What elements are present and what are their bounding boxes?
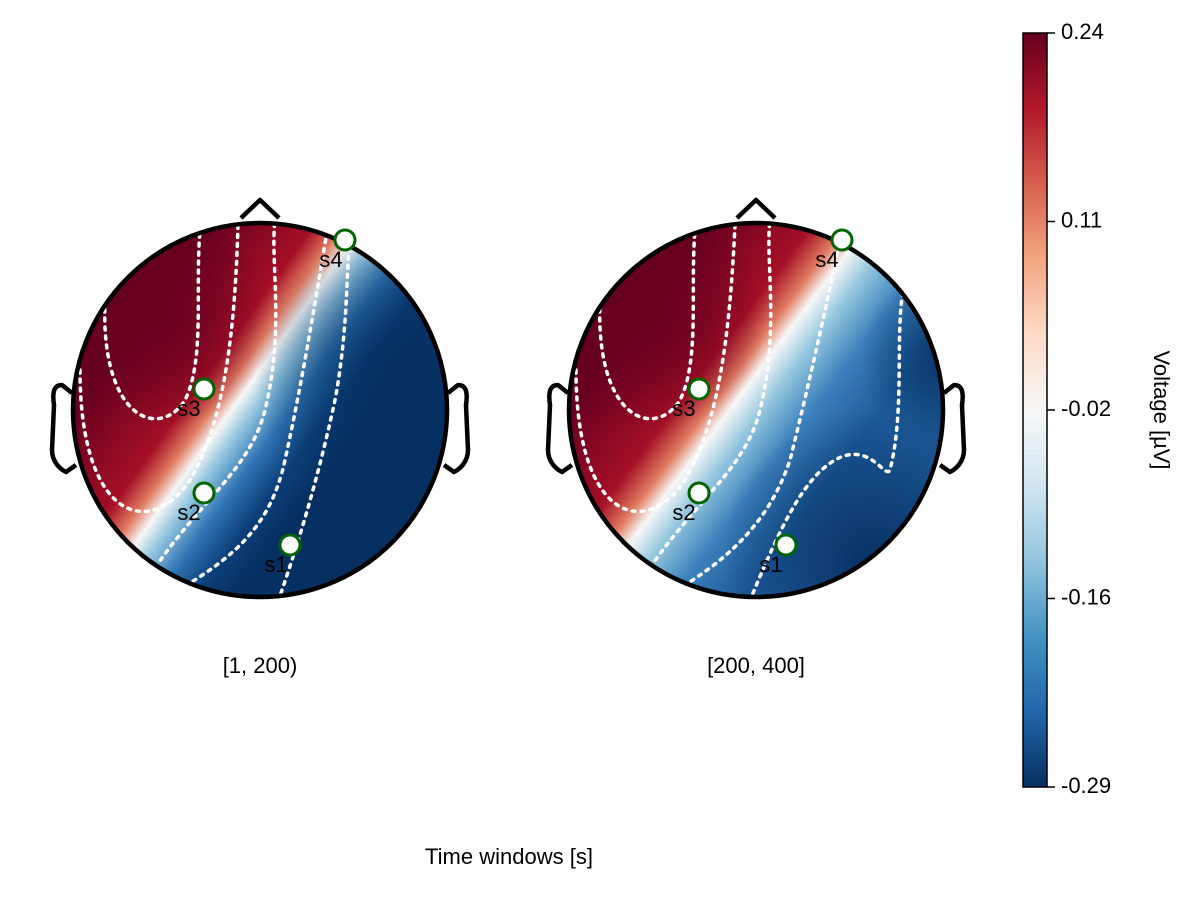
left-ear-2 (545, 382, 574, 475)
colorbar-label: Voltage [µV] (1149, 350, 1174, 469)
sensor-s3: s3 (177, 377, 216, 421)
colorbar-tick-label: -0.16 (1061, 584, 1111, 609)
topoplot-panel-1: s1 s2 s3 s4 [1, 200) (49, 197, 471, 678)
right-ear-2 (938, 382, 967, 475)
nose-1 (239, 197, 281, 220)
contour-lines-2 (574, 223, 905, 597)
sensor-label-s3: s3 (672, 396, 695, 421)
sensor-label-s4: s4 (815, 247, 838, 272)
left-ear-1 (49, 382, 78, 475)
sensor-s4: s4 (319, 228, 357, 272)
head-outline-2 (566, 220, 946, 600)
sensor-s2: s2 (672, 481, 711, 525)
x-axis-label: Time windows [s] (425, 844, 593, 869)
head-outline-1 (70, 220, 450, 600)
voltage-heatmap-2 (569, 223, 943, 597)
sensor-label-s2: s2 (177, 500, 200, 525)
right-ear-1 (442, 382, 471, 475)
panel-label-2: [200, 400] (707, 653, 805, 678)
colorbar-tick-label: -0.02 (1061, 396, 1111, 421)
sensor-label-s2: s2 (672, 500, 695, 525)
panel-label-1: [1, 200) (223, 653, 298, 678)
sensor-label-s4: s4 (319, 247, 342, 272)
sensor-s1: s1 (264, 533, 302, 577)
colorbar-gradient (1022, 32, 1048, 788)
colorbar-tick-label: 0.11 (1061, 207, 1102, 232)
sensor-s2: s2 (177, 481, 216, 525)
sensor-label-s1: s1 (759, 552, 782, 577)
sensor-s4: s4 (815, 228, 854, 272)
sensor-s3: s3 (672, 377, 711, 421)
sensor-s1: s1 (759, 533, 798, 577)
colorbar-tick-label: 0.24 (1061, 19, 1104, 44)
topoplot-panel-2: s1 s2 s3 s4 [200, 400] (545, 197, 967, 678)
colorbar-tick-label: -0.29 (1061, 773, 1111, 798)
colorbar-ticks: 0.24 0.11 -0.02 -0.16 -0.29 (1047, 19, 1111, 798)
colorbar: 0.24 0.11 -0.02 -0.16 -0.29 Voltage [µV] (1022, 19, 1174, 798)
voltage-heatmap-1 (73, 223, 447, 597)
sensor-label-s1: s1 (264, 552, 287, 577)
sensor-label-s3: s3 (177, 396, 200, 421)
nose-2 (735, 197, 777, 220)
